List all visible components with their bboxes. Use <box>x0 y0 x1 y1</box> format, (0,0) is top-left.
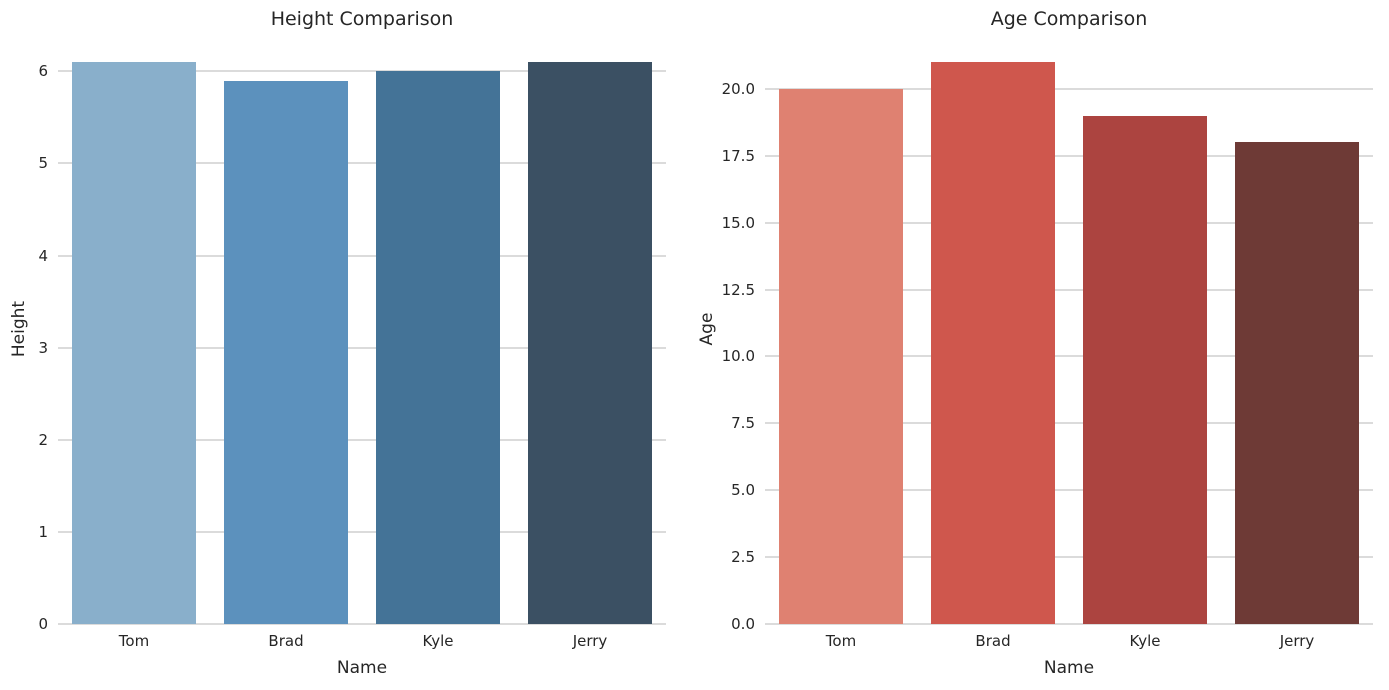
y-tick-label: 2.5 <box>731 548 755 567</box>
gridline <box>58 438 666 441</box>
y-tick-label: 6 <box>38 62 48 81</box>
age-comparison-chart: Age Comparison Age 0.0 2.5 5.0 7.5 10.0 12.5 1… <box>694 0 1389 690</box>
gridline <box>58 162 666 165</box>
x-tick-label: Brad <box>268 632 304 650</box>
y-tick-label: 5 <box>38 154 48 173</box>
gridline <box>765 623 1373 625</box>
gridline <box>58 254 666 257</box>
y-tick-label: 17.5 <box>721 146 755 165</box>
chart-title: Height Comparison <box>270 8 454 30</box>
gridline <box>765 288 1373 291</box>
x-axis-label: Name <box>1043 658 1095 678</box>
gridline <box>765 556 1373 559</box>
bar-kyle <box>1083 115 1207 624</box>
bar-kyle <box>376 71 500 624</box>
gridline <box>765 87 1373 90</box>
y-tick-label: 3 <box>38 338 48 357</box>
gridline <box>765 221 1373 224</box>
y-tick-label: 4 <box>38 246 48 265</box>
y-tick-label: 12.5 <box>721 280 755 299</box>
x-tick-label: Kyle <box>1129 632 1161 650</box>
x-tick-label: Brad <box>975 632 1011 650</box>
y-tick-label: 7.5 <box>731 414 755 433</box>
x-tick-label: Tom <box>825 632 857 650</box>
y-tick-label: 0.0 <box>731 615 755 633</box>
y-tick-label: 20.0 <box>721 79 755 98</box>
y-tick-label: 10.0 <box>721 347 755 366</box>
gridline <box>58 346 666 349</box>
x-tick-label: Kyle <box>422 632 454 650</box>
gridline <box>58 623 666 625</box>
gridline <box>765 355 1373 358</box>
x-tick-label: Tom <box>118 632 150 650</box>
y-tick-label: 5.0 <box>731 481 755 500</box>
x-axis-label: Name <box>336 658 388 678</box>
bar-tom <box>72 62 196 624</box>
plot-area: 0.0 2.5 5.0 7.5 10.0 12.5 15.0 17.5 20.0 Tom Brad K… <box>722 34 1373 650</box>
y-tick-label: 0 <box>38 615 48 633</box>
gridline <box>58 530 666 533</box>
x-tick-label: Jerry <box>1279 632 1315 650</box>
height-comparison-chart: Height Comparison Height 0 1 2 3 4 5 6 Tom Brad K… <box>0 0 694 690</box>
x-tick-label: Jerry <box>572 632 608 650</box>
y-tick-label: 2 <box>38 430 48 449</box>
bar-brad <box>931 62 1055 624</box>
gridline <box>765 489 1373 492</box>
plot-area: 0 1 2 3 4 5 6 Tom Brad Kyle Jerry <box>38 34 666 650</box>
y-axis-label: Age <box>697 312 717 346</box>
gridline <box>765 422 1373 425</box>
y-tick-label: 15.0 <box>721 213 755 232</box>
bar-tom <box>779 88 903 624</box>
gridline <box>58 70 666 73</box>
gridline <box>765 154 1373 157</box>
bar-jerry <box>1235 142 1359 624</box>
bar-jerry <box>528 62 652 624</box>
chart-title: Age Comparison <box>990 8 1148 30</box>
y-tick-label: 1 <box>38 522 48 541</box>
bar-brad <box>224 80 348 624</box>
